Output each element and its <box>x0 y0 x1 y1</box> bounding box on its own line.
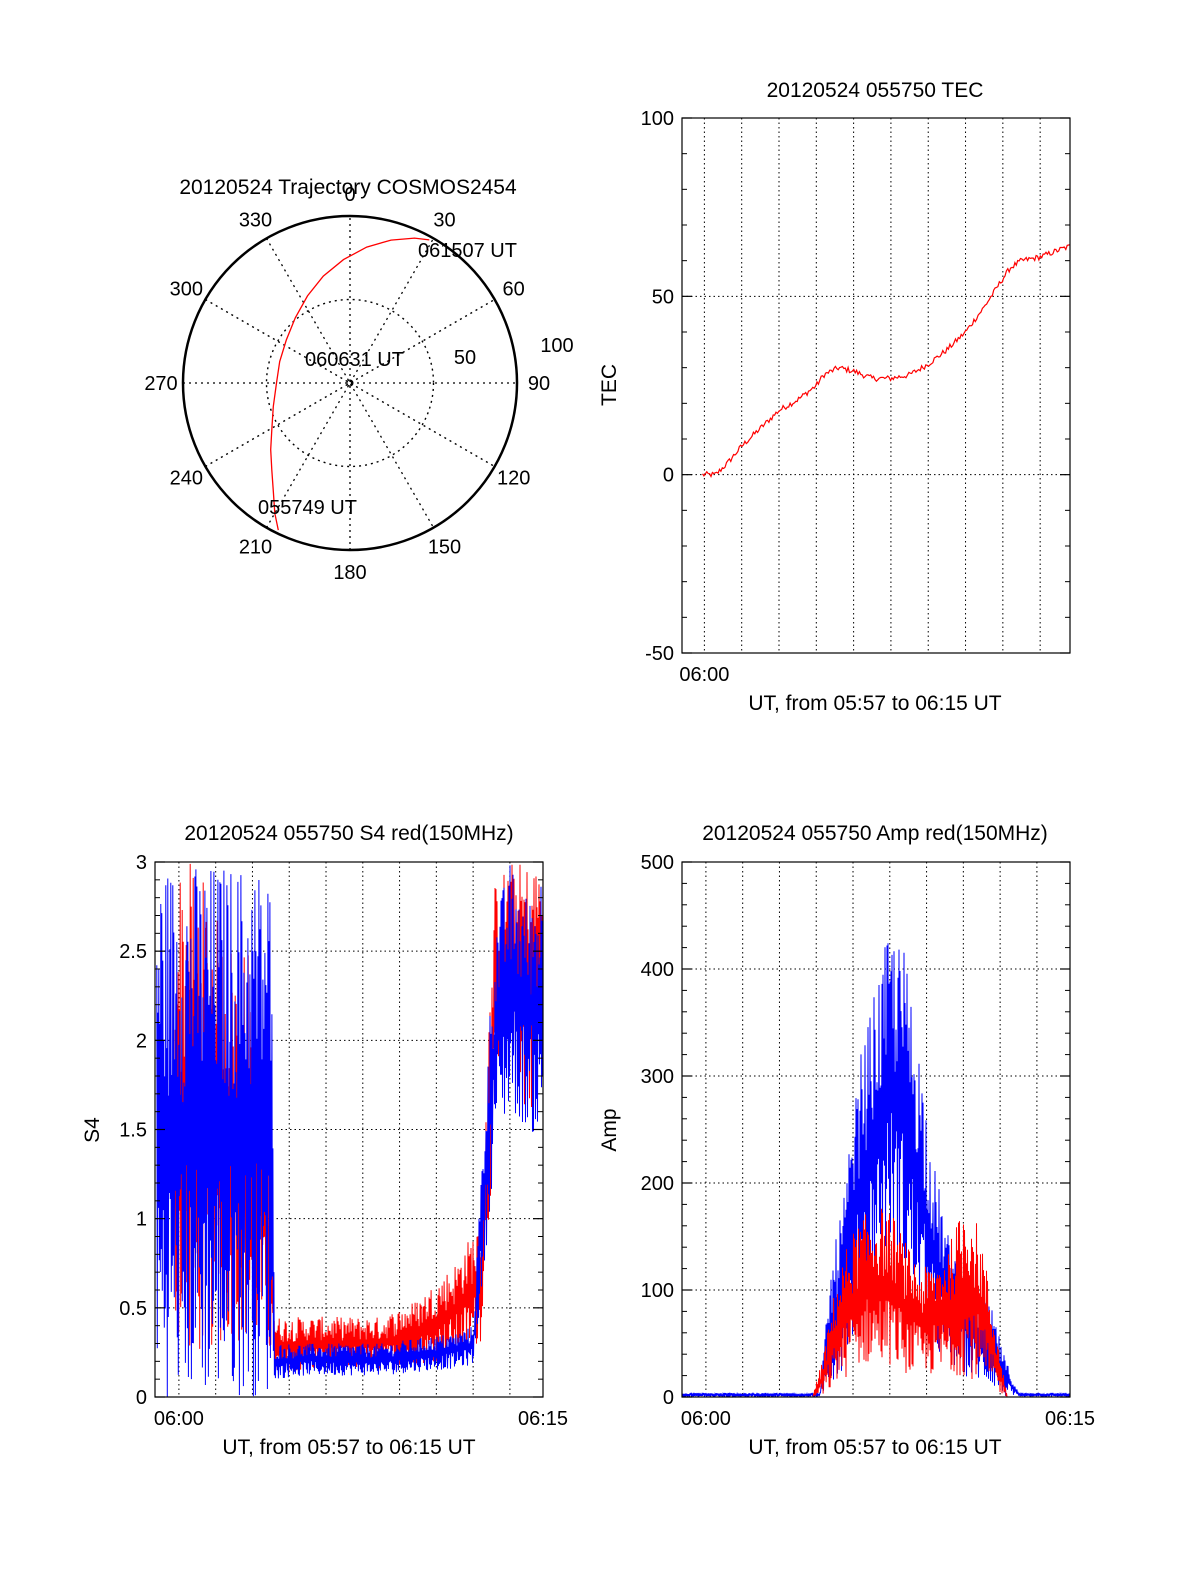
s4-ytick-label: 3 <box>136 852 147 874</box>
s4-series <box>156 863 544 1397</box>
tec-ytick-label: 100 <box>641 108 674 130</box>
tec-plot-frame <box>681 117 1071 654</box>
s4-xtick-label: 06:00 <box>154 1408 204 1430</box>
polar-spoke-30 <box>265 238 435 528</box>
tec-title: 20120524 055750 TEC <box>767 79 984 102</box>
polar-angle-label-0: 0 <box>344 184 355 206</box>
tec-chart: 20120524 055750 TEC -50 0 50 100 06:00 UT, f… <box>598 79 1071 715</box>
amp-ytick-label: 500 <box>641 852 674 874</box>
polar-spoke-60 <box>205 298 495 468</box>
amp-y-axis-label: Amp <box>598 1108 621 1151</box>
s4-title: 20120524 055750 S4 red(150MHz) <box>184 822 513 845</box>
polar-radius-label-50: 50 <box>454 347 476 369</box>
polar-radius-label-100: 100 <box>540 335 573 357</box>
amp-ytick-label: 200 <box>641 1173 674 1195</box>
polar-angle-label-300: 300 <box>170 279 203 301</box>
amp-title: 20120524 055750 Amp red(150MHz) <box>702 822 1048 845</box>
trajectory-start-annotation: 055749 UT <box>258 497 357 519</box>
tec-xtick-label: 06:00 <box>679 664 729 686</box>
trajectory-polar-chart: 20120524 Trajectory COSMOS2454 0 30 60 90 12… <box>144 176 573 584</box>
s4-ytick-label: 0.5 <box>119 1298 147 1320</box>
polar-angle-label-30: 30 <box>433 209 455 231</box>
amp-x-axis-label: UT, from 05:57 to 06:15 UT <box>748 1436 1001 1459</box>
amp-plot-frame <box>681 861 1071 1398</box>
amp-xtick-label: 06:15 <box>1045 1408 1095 1430</box>
polar-angle-label-240: 240 <box>170 468 203 490</box>
polar-angle-label-210: 210 <box>239 537 272 559</box>
amp-series-red <box>812 1208 1008 1398</box>
polar-angle-label-330: 330 <box>239 209 272 231</box>
s4-ytick-label: 2 <box>136 1030 147 1052</box>
amp-ytick-label: 300 <box>641 1066 674 1088</box>
tec-series <box>702 244 1071 479</box>
trajectory-series-line <box>270 237 430 531</box>
tec-x-axis-label: UT, from 05:57 to 06:15 UT <box>748 692 1001 715</box>
s4-chart: 20120524 055750 S4 red(150MHz) 0 0.5 1 1.5 2… <box>81 822 568 1459</box>
amp-chart: 20120524 055750 Amp red(150MHz) 0 100 200 3… <box>598 822 1095 1459</box>
s4-x-axis-label: UT, from 05:57 to 06:15 UT <box>222 1436 475 1459</box>
polar-spoke-150 <box>265 238 435 528</box>
trajectory-title: 20120524 Trajectory COSMOS2454 <box>179 176 517 199</box>
tec-series-red <box>702 244 1071 479</box>
polar-spoke-120 <box>205 298 495 468</box>
s4-ytick-label: 0 <box>136 1387 147 1409</box>
s4-ytick-label: 1.5 <box>119 1120 147 1142</box>
tec-ytick-label: 50 <box>652 286 674 308</box>
polar-grid <box>183 216 517 550</box>
amp-ytick-label: 0 <box>663 1387 674 1409</box>
amp-ytick-label: 400 <box>641 959 674 981</box>
s4-y-axis-label: S4 <box>81 1117 104 1143</box>
polar-angle-labels: 0 30 60 90 120 150 180 210 240 270 300 330 <box>144 184 550 584</box>
polar-angle-label-150: 150 <box>428 537 461 559</box>
polar-angle-label-90: 90 <box>528 373 550 395</box>
polar-angle-label-270: 270 <box>144 373 177 395</box>
tec-ytick-label: -50 <box>645 643 674 665</box>
s4-ytick-label: 2.5 <box>119 941 147 963</box>
tec-ticks: -50 0 50 100 06:00 <box>641 108 1070 686</box>
polar-ring-50 <box>265 298 435 468</box>
s4-ticks: 0 0.5 1 1.5 2 2.5 3 06:00 06:15 <box>119 852 568 1430</box>
amp-series <box>681 943 1071 1398</box>
polar-outer-circle <box>181 214 519 552</box>
amp-ticks: 0 100 200 300 400 500 06:00 06:15 <box>641 852 1095 1430</box>
trajectory-mid-annotation: 060631 UT <box>305 349 404 371</box>
polar-angle-label-120: 120 <box>497 468 530 490</box>
amp-ytick-label: 100 <box>641 1280 674 1302</box>
polar-angle-label-60: 60 <box>503 279 525 301</box>
s4-ytick-label: 1 <box>136 1209 147 1231</box>
tec-ytick-label: 0 <box>663 465 674 487</box>
amp-series-blue <box>681 943 1071 1398</box>
tec-grid <box>682 118 1070 653</box>
amp-xtick-label: 06:00 <box>681 1408 731 1430</box>
s4-xtick-label: 06:15 <box>518 1408 568 1430</box>
s4-series-blue <box>156 865 544 1397</box>
trajectory-end-annotation: 061507 UT <box>418 240 517 262</box>
polar-angle-label-180: 180 <box>333 562 366 584</box>
tec-y-axis-label: TEC <box>598 364 621 406</box>
